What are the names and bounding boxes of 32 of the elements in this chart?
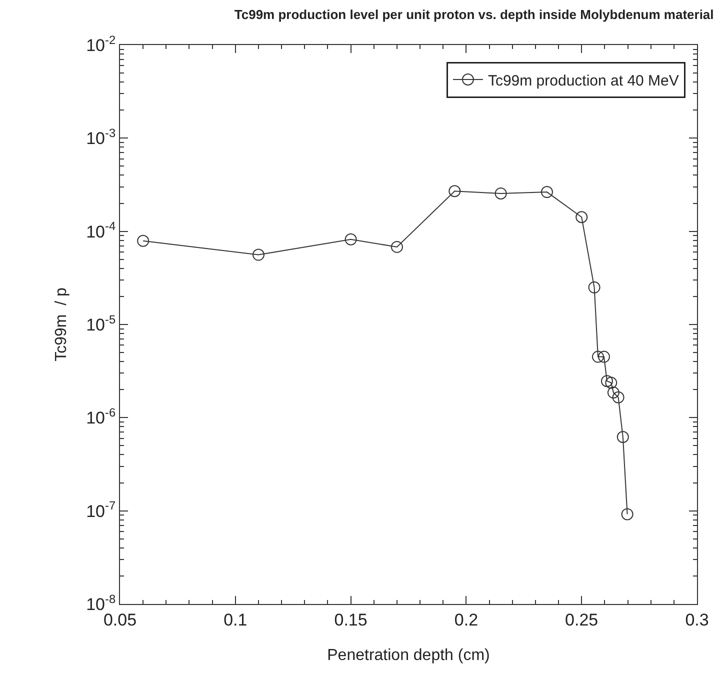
legend-label: Tc99m production at 40 MeV <box>488 72 679 90</box>
point <box>137 234 150 247</box>
point <box>607 386 620 399</box>
point <box>612 391 624 404</box>
y-axis-title: Tc99m / p <box>53 288 70 362</box>
point <box>390 240 403 253</box>
point <box>600 375 613 388</box>
y-tick-label: 10$^{-2}$ <box>86 32 116 55</box>
y-tick-label: 10$^{-4}$ <box>86 219 116 242</box>
point <box>540 186 553 198</box>
x-tick-label: 0.2 <box>454 610 478 630</box>
point <box>621 508 634 520</box>
point <box>598 350 610 363</box>
point <box>252 248 264 261</box>
x-axis-title: Penetration depth (cm) <box>327 647 490 664</box>
point <box>494 187 507 200</box>
y-tick-label: 10$^{-6}$ <box>86 405 116 428</box>
point <box>576 211 588 224</box>
point <box>448 185 461 198</box>
x-tick-label: 0.15 <box>334 610 368 630</box>
x-tick-label: 0.25 <box>565 610 598 630</box>
point <box>344 233 357 246</box>
point <box>592 350 604 363</box>
x-tick-label: 0.1 <box>224 610 248 630</box>
y-tick-label: 10$^{-3}$ <box>86 126 116 148</box>
y-tick-label: 10$^{-5}$ <box>86 312 116 334</box>
point <box>605 376 618 389</box>
y-tick-label: 10$^{-7}$ <box>86 498 116 521</box>
point <box>616 431 629 444</box>
chart-title: Tc99m production level per unit proton vs. depth inside Molybdenum material <box>234 7 714 22</box>
point <box>588 281 600 294</box>
x-tick-label: 0.3 <box>685 610 709 630</box>
